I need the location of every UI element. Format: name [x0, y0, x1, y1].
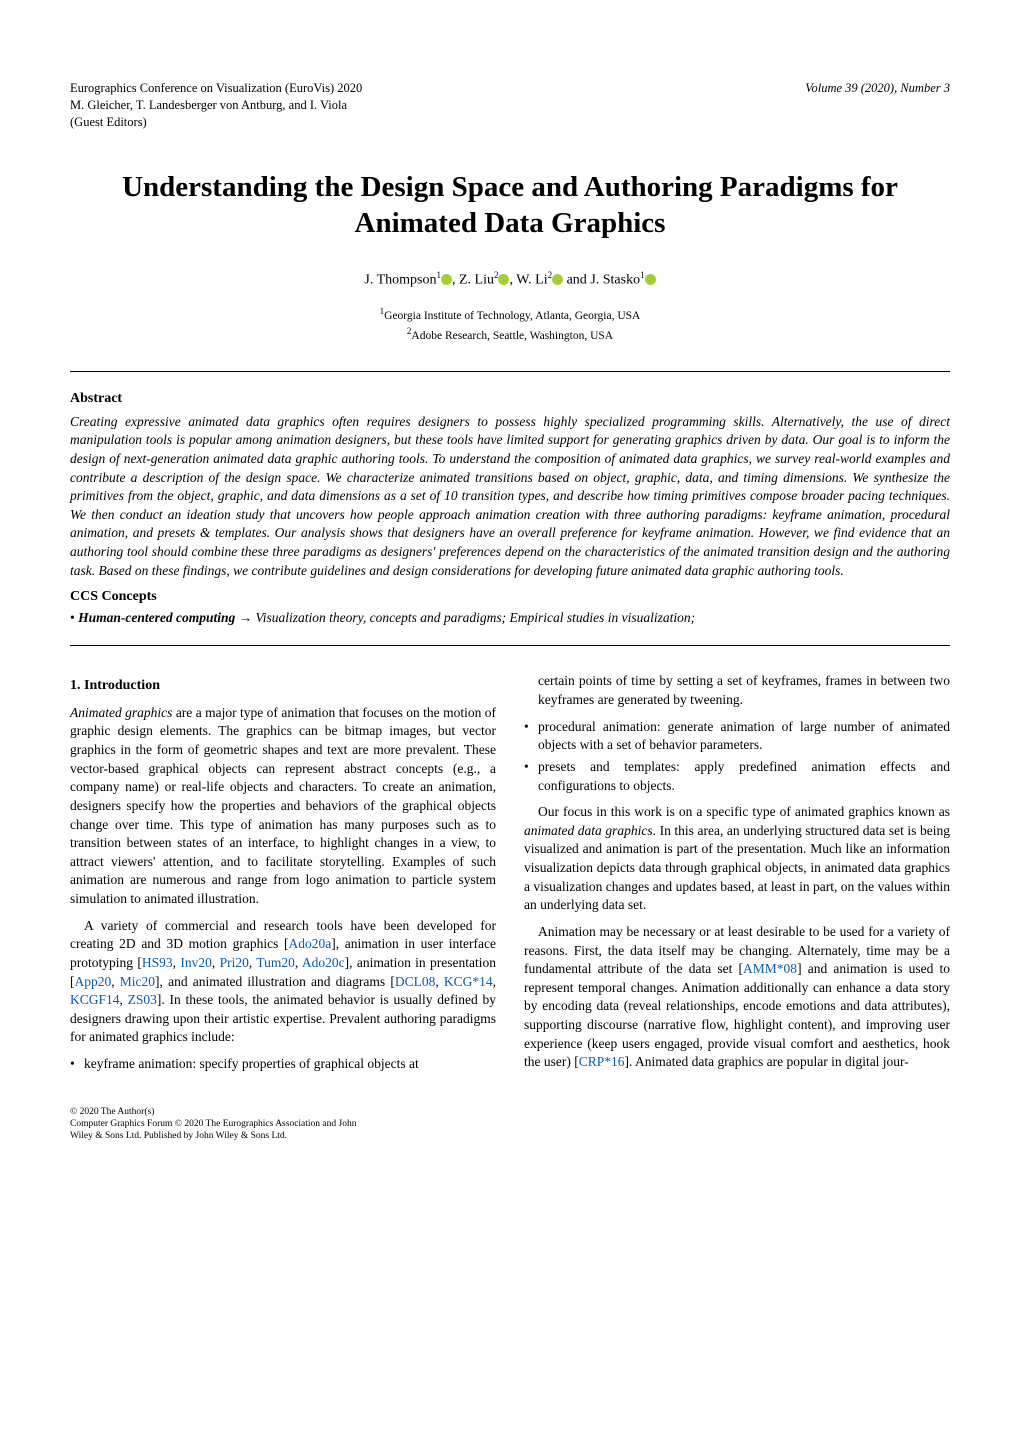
emphasized-term: animated data graphics: [524, 823, 653, 838]
affiliation-text: Adobe Research, Seattle, Washington, USA: [411, 330, 613, 342]
body-paragraph: Animated graphics are a major type of an…: [70, 704, 496, 909]
citation-link[interactable]: Tum20: [256, 955, 295, 970]
author-aff-sup: 1: [640, 270, 645, 280]
editors-line: M. Gleicher, T. Landesberger von Antburg…: [70, 97, 362, 114]
citation-link[interactable]: Inv20: [180, 955, 212, 970]
and-separator: and: [563, 273, 590, 288]
citation-link[interactable]: KCG*14: [444, 974, 493, 989]
body-text: are a major type of animation that focus…: [70, 705, 496, 906]
list-item: presets and templates: apply predefined …: [524, 758, 950, 795]
affiliations-block: 1Georgia Institute of Technology, Atlant…: [70, 305, 950, 345]
footer-line: © 2020 The Author(s): [70, 1106, 950, 1118]
author-name: W. Li: [516, 273, 547, 288]
author-name: Z. Liu: [459, 273, 494, 288]
citation-link[interactable]: Pri20: [220, 955, 249, 970]
ccs-category: Human-centered computing: [78, 610, 235, 625]
copyright-footer: © 2020 The Author(s) Computer Graphics F…: [70, 1106, 950, 1143]
bullet-list: keyframe animation: specify properties o…: [70, 1055, 496, 1074]
footer-line: Computer Graphics Forum © 2020 The Eurog…: [70, 1118, 950, 1130]
conference-line: Eurographics Conference on Visualization…: [70, 80, 362, 97]
body-text: Our focus in this work is on a specific …: [538, 804, 950, 819]
citation-link[interactable]: ZS03: [128, 992, 157, 1007]
abstract-block: Abstract Creating expressive animated da…: [70, 372, 950, 646]
citation-link[interactable]: AMM*08: [743, 961, 797, 976]
citation-link[interactable]: KCGF14: [70, 992, 120, 1007]
divider: [70, 645, 950, 646]
body-paragraph: A variety of commercial and research too…: [70, 917, 496, 1047]
body-columns: 1. Introduction Animated graphics are a …: [70, 672, 950, 1081]
body-text: ], and animated illustration and diagram…: [155, 974, 395, 989]
author-name: J. Stasko: [590, 273, 640, 288]
orcid-icon[interactable]: [498, 274, 509, 285]
bullet-list: procedural animation: generate animation…: [524, 718, 950, 796]
abstract-heading: Abstract: [70, 390, 950, 409]
citation-link[interactable]: CRP*16: [579, 1054, 625, 1069]
page-header: Eurographics Conference on Visualization…: [70, 80, 950, 131]
editors-role: (Guest Editors): [70, 114, 362, 131]
citation-link[interactable]: Ado20c: [302, 955, 345, 970]
citation-link[interactable]: Mic20: [120, 974, 155, 989]
ccs-heading: CCS Concepts: [70, 588, 950, 607]
right-column: certain points of time by setting a set …: [524, 672, 950, 1081]
ccs-terms: Visualization theory, concepts and parad…: [256, 610, 696, 625]
list-continuation: certain points of time by setting a set …: [524, 672, 950, 709]
affiliation-line: 2Adobe Research, Seattle, Washington, US…: [70, 325, 950, 345]
citation-link[interactable]: DCL08: [395, 974, 436, 989]
volume-info: Volume 39 (2020), Number 3: [805, 80, 950, 131]
body-text: ]. Animated data graphics are popular in…: [625, 1054, 909, 1069]
citation-link[interactable]: App20: [75, 974, 112, 989]
orcid-icon[interactable]: [552, 274, 563, 285]
abstract-text: Creating expressive animated data graphi…: [70, 413, 950, 581]
conference-info: Eurographics Conference on Visualization…: [70, 80, 362, 131]
section-heading: 1. Introduction: [70, 676, 496, 695]
body-paragraph: Animation may be necessary or at least d…: [524, 923, 950, 1072]
authors-line: J. Thompson1, Z. Liu2, W. Li2 and J. Sta…: [70, 269, 950, 291]
list-item: keyframe animation: specify properties o…: [70, 1055, 496, 1074]
body-paragraph: Our focus in this work is on a specific …: [524, 803, 950, 915]
footer-line: Wiley & Sons Ltd. Published by John Wile…: [70, 1130, 950, 1142]
orcid-icon[interactable]: [645, 274, 656, 285]
citation-link[interactable]: HS93: [142, 955, 173, 970]
citation-link[interactable]: Ado20a: [289, 936, 332, 951]
ccs-line: • Human-centered computing → Visualizati…: [70, 609, 950, 627]
list-item: procedural animation: generate animation…: [524, 718, 950, 755]
ccs-arrow: →: [235, 610, 255, 625]
orcid-icon[interactable]: [441, 274, 452, 285]
paper-title: Understanding the Design Space and Autho…: [70, 169, 950, 242]
ccs-bullet: •: [70, 610, 78, 625]
emphasized-term: Animated graphics: [70, 705, 172, 720]
affiliation-line: 1Georgia Institute of Technology, Atlant…: [70, 305, 950, 325]
left-column: 1. Introduction Animated graphics are a …: [70, 672, 496, 1081]
affiliation-text: Georgia Institute of Technology, Atlanta…: [384, 310, 640, 322]
author-name: J. Thompson: [364, 273, 436, 288]
